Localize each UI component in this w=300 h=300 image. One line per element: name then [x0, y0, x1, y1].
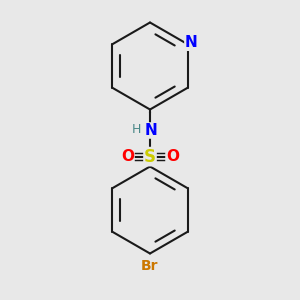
- Text: N: N: [145, 123, 158, 138]
- Text: N: N: [185, 35, 198, 50]
- Text: O: O: [166, 149, 179, 164]
- Text: O: O: [121, 149, 134, 164]
- Text: Br: Br: [141, 259, 159, 273]
- Text: H: H: [132, 123, 141, 136]
- Text: S: S: [144, 148, 156, 166]
